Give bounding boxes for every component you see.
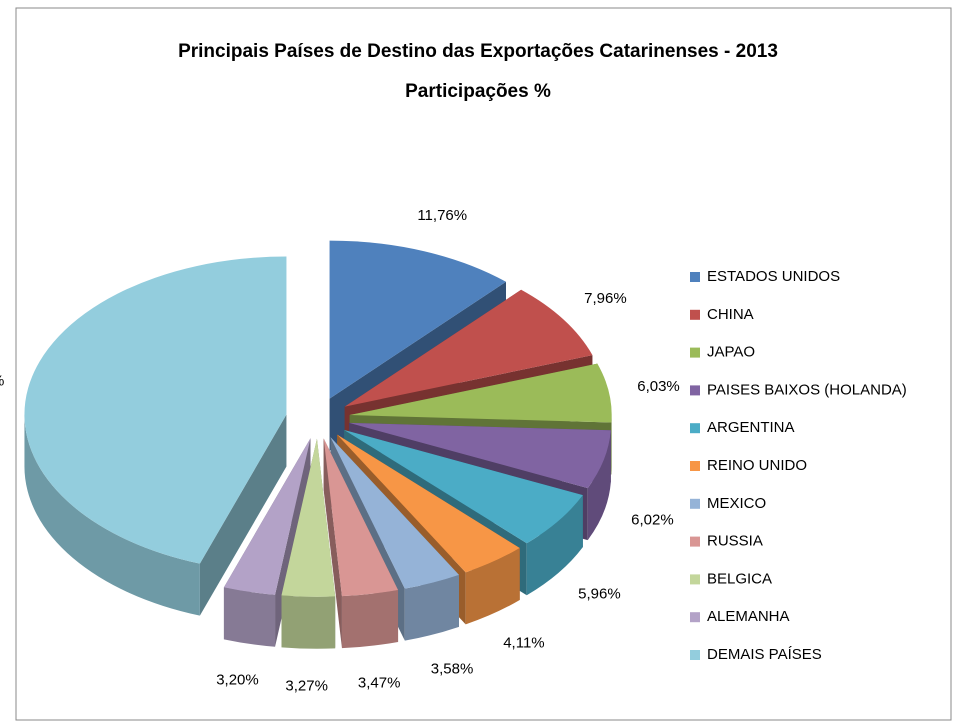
legend-swatch — [690, 536, 700, 547]
legend-label: PAISES BAIXOS (HOLANDA) — [707, 381, 907, 398]
chart-subtitle: Participações % — [405, 81, 551, 102]
legend: ESTADOS UNIDOS CHINA JAPAO PAISES BAIXOS (H… — [690, 268, 907, 663]
legend-swatch — [690, 612, 700, 623]
data-label: 6,03% — [637, 378, 680, 395]
legend-swatch — [690, 347, 700, 358]
legend-label: RUSSIA — [707, 533, 763, 550]
slice-side — [323, 438, 342, 649]
slice — [281, 438, 336, 597]
legend-swatch — [690, 574, 700, 585]
legend-swatch — [690, 498, 700, 509]
slice — [24, 256, 287, 564]
slice — [349, 422, 611, 489]
slice-wall — [281, 595, 336, 649]
slice — [344, 289, 593, 407]
slice — [330, 437, 459, 589]
data-label: 4,11% — [503, 635, 544, 652]
slice — [223, 438, 311, 595]
legend-label: BELGICA — [707, 570, 772, 587]
legend-label: CHINA — [707, 306, 754, 323]
data-label: 7,96% — [584, 290, 627, 307]
slice-wall — [465, 547, 520, 625]
slice — [344, 429, 583, 544]
data-label: 44,64% — [0, 373, 4, 390]
data-label: 6,02% — [631, 512, 674, 529]
data-label: 11,76% — [417, 207, 467, 224]
legend-swatch — [690, 423, 700, 434]
legend-label: ALEMANHA — [707, 608, 790, 625]
slice-wall — [223, 587, 276, 647]
legend-swatch — [690, 309, 700, 320]
pie: 11,76% 7,96% 6,03% 6,02% 5,96% 4,11% 3,58% 3,47… — [0, 207, 680, 695]
data-label: 3,58% — [431, 661, 474, 678]
legend-label: REINO UNIDO — [707, 457, 807, 474]
data-label: 3,47% — [358, 674, 401, 691]
slice-wall — [24, 414, 200, 616]
chart-title: Principais Países de Destino das Exporta… — [178, 41, 778, 62]
data-label: 3,27% — [285, 678, 328, 695]
slice — [349, 363, 612, 423]
slice-side — [199, 414, 287, 616]
slice-wall — [526, 495, 583, 596]
legend-label: MEXICO — [707, 495, 766, 512]
legend-swatch — [690, 650, 700, 660]
legend-label: ARGENTINA — [707, 419, 795, 436]
legend-swatch — [690, 461, 700, 471]
data-label: 5,96% — [578, 586, 621, 603]
slice — [329, 240, 507, 399]
legend-label: JAPAO — [707, 344, 755, 361]
data-label: 3,20% — [216, 672, 259, 689]
slice-wall — [587, 430, 611, 541]
legend-swatch — [690, 272, 700, 282]
slice-wall — [341, 589, 399, 649]
slice — [323, 438, 399, 597]
slice — [337, 434, 520, 573]
slice-wall — [404, 574, 459, 641]
legend-label: ESTADOS UNIDOS — [707, 268, 840, 285]
legend-swatch — [690, 385, 700, 396]
legend-label: DEMAIS PAÍSES — [707, 646, 822, 663]
